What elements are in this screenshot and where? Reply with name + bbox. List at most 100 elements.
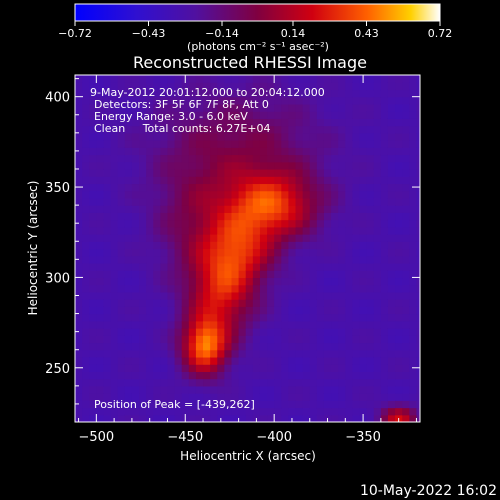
heatmap-cell bbox=[231, 364, 240, 372]
heatmap-cell bbox=[245, 168, 254, 177]
heatmap-cell bbox=[89, 241, 97, 250]
heatmap-cell bbox=[181, 270, 190, 279]
heatmap-cell bbox=[267, 400, 275, 409]
heatmap-cell bbox=[139, 262, 147, 271]
heatmap-cell bbox=[203, 335, 211, 344]
heatmap-cell bbox=[153, 378, 161, 387]
heatmap-cell bbox=[331, 414, 339, 422]
heatmap-cell bbox=[195, 132, 204, 141]
heatmap-cell bbox=[195, 82, 204, 91]
heatmap-cell bbox=[281, 241, 289, 250]
heatmap-cell bbox=[416, 75, 420, 83]
heatmap-cell bbox=[238, 277, 247, 286]
heatmap-cell bbox=[359, 364, 368, 372]
heatmap-cell bbox=[96, 96, 105, 105]
heatmap-cell bbox=[288, 299, 297, 307]
heatmap-cell bbox=[267, 291, 275, 300]
heatmap-cell bbox=[181, 183, 190, 192]
heatmap-cell bbox=[395, 284, 403, 293]
heatmap-cell bbox=[352, 205, 361, 213]
heatmap-cell bbox=[338, 183, 346, 192]
heatmap-cell bbox=[252, 320, 261, 329]
heatmap-cell bbox=[96, 190, 105, 199]
heatmap-cell bbox=[373, 205, 382, 213]
heatmap-cell bbox=[146, 190, 154, 199]
heatmap-cell bbox=[267, 356, 275, 365]
heatmap-cell bbox=[181, 96, 190, 105]
heatmap-cell bbox=[238, 306, 247, 315]
heatmap-cell bbox=[210, 118, 218, 127]
heatmap-cell bbox=[203, 291, 211, 300]
heatmap-cell bbox=[103, 306, 112, 315]
heatmap-cell bbox=[82, 400, 90, 409]
heatmap-cell bbox=[359, 328, 368, 336]
heatmap-cell bbox=[359, 299, 368, 307]
heatmap-cell bbox=[302, 277, 311, 286]
heatmap-cell bbox=[82, 111, 90, 119]
heatmap-cell bbox=[238, 234, 247, 242]
heatmap-cell bbox=[309, 248, 318, 257]
heatmap-cell bbox=[352, 364, 361, 372]
heatmap-cell bbox=[188, 132, 197, 141]
heatmap-cell bbox=[174, 270, 183, 279]
heatmap-cell bbox=[309, 212, 318, 221]
heatmap-cell bbox=[167, 335, 176, 344]
heatmap-cell bbox=[195, 205, 204, 213]
heatmap-cell bbox=[323, 197, 332, 206]
heatmap-cell bbox=[409, 385, 418, 394]
heatmap-cell bbox=[167, 132, 176, 141]
heatmap-cell bbox=[259, 140, 268, 148]
heatmap-cell bbox=[231, 118, 240, 127]
heatmap-cell bbox=[323, 103, 332, 112]
heatmap-cell bbox=[402, 313, 410, 322]
heatmap-cell bbox=[316, 147, 325, 156]
heatmap-cell bbox=[181, 176, 190, 185]
heatmap-cell bbox=[174, 75, 183, 83]
y-tick-label: 300 bbox=[45, 271, 70, 286]
heatmap-cell bbox=[103, 197, 112, 206]
heatmap-cell bbox=[238, 183, 247, 192]
heatmap-cell bbox=[288, 255, 297, 264]
heatmap-cell bbox=[387, 219, 396, 228]
heatmap-cell bbox=[124, 393, 133, 401]
heatmap-cell bbox=[295, 356, 304, 365]
heatmap-cell bbox=[217, 407, 225, 416]
heatmap-cell bbox=[380, 96, 389, 105]
heatmap-cell bbox=[323, 234, 332, 242]
heatmap-cell bbox=[217, 262, 225, 271]
heatmap-cell bbox=[395, 140, 403, 148]
heatmap-cell bbox=[281, 147, 289, 156]
heatmap-cell bbox=[380, 226, 389, 235]
heatmap-cell bbox=[195, 212, 204, 221]
heatmap-cell bbox=[309, 219, 318, 228]
heatmap-cell bbox=[245, 248, 254, 257]
heatmap-cell bbox=[274, 125, 282, 134]
heatmap-cell bbox=[281, 364, 289, 372]
heatmap-cell bbox=[366, 132, 375, 141]
heatmap-cell bbox=[302, 407, 311, 416]
heatmap-cell bbox=[302, 190, 311, 199]
heatmap-cell bbox=[316, 190, 325, 199]
heatmap-cell bbox=[409, 320, 418, 329]
heatmap-cell bbox=[402, 132, 410, 141]
heatmap-cell bbox=[366, 393, 375, 401]
heatmap-cell bbox=[267, 147, 275, 156]
heatmap-cell bbox=[331, 118, 339, 127]
heatmap-cell bbox=[146, 226, 154, 235]
heatmap-cell bbox=[274, 262, 282, 271]
heatmap-cell bbox=[281, 161, 289, 170]
heatmap-cell bbox=[103, 313, 112, 322]
heatmap-cell bbox=[89, 147, 97, 156]
heatmap-cell bbox=[110, 342, 119, 351]
heatmap-cell bbox=[124, 400, 133, 409]
heatmap-cell bbox=[82, 306, 90, 315]
heatmap-cell bbox=[167, 400, 176, 409]
heatmap-cell bbox=[146, 313, 154, 322]
heatmap-cell bbox=[110, 335, 119, 344]
heatmap-cell bbox=[395, 132, 403, 141]
heatmap-cell bbox=[281, 205, 289, 213]
heatmap-cell bbox=[238, 270, 247, 279]
heatmap-cell bbox=[245, 132, 254, 141]
heatmap-cell bbox=[281, 176, 289, 185]
heatmap-cell bbox=[224, 313, 233, 322]
